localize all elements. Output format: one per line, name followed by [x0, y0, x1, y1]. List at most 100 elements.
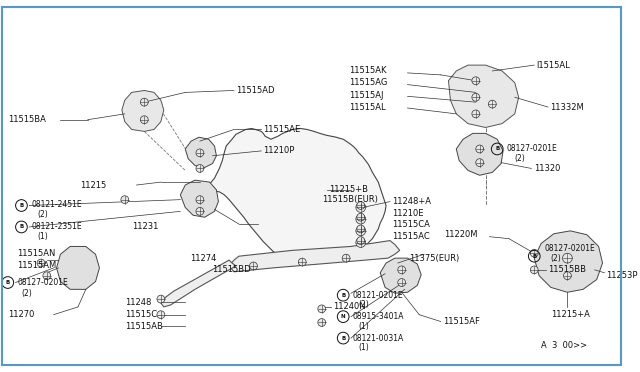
Text: (1): (1) — [359, 343, 369, 352]
Text: 11210E: 11210E — [392, 209, 424, 218]
Text: 11515C: 11515C — [125, 310, 157, 319]
Circle shape — [472, 110, 479, 118]
Circle shape — [43, 272, 51, 280]
Text: 11515AD: 11515AD — [236, 86, 275, 95]
Circle shape — [531, 266, 538, 274]
Circle shape — [398, 279, 406, 286]
Circle shape — [157, 311, 164, 318]
Text: 08127-0201E: 08127-0201E — [544, 244, 595, 253]
Text: 11515AF: 11515AF — [443, 317, 479, 326]
Text: 08121-2451E: 08121-2451E — [31, 200, 82, 209]
Circle shape — [357, 202, 365, 209]
Text: 11515BB: 11515BB — [548, 265, 586, 274]
Text: 11515AG: 11515AG — [349, 78, 387, 87]
Text: 11240N: 11240N — [333, 302, 366, 311]
Polygon shape — [161, 260, 236, 307]
Text: 11515B(EUR): 11515B(EUR) — [322, 195, 378, 204]
Text: B: B — [341, 336, 346, 341]
Polygon shape — [185, 137, 216, 167]
Text: B: B — [495, 147, 499, 151]
Text: 08127-0201E: 08127-0201E — [17, 278, 68, 287]
Polygon shape — [199, 128, 386, 264]
Text: 11515AM: 11515AM — [17, 262, 57, 270]
Text: 11320: 11320 — [534, 164, 561, 173]
Text: 08121-0031A: 08121-0031A — [353, 334, 404, 343]
Text: 11215+B: 11215+B — [330, 185, 369, 195]
Text: 11215+A: 11215+A — [551, 310, 589, 319]
Polygon shape — [56, 246, 99, 289]
Text: 11332M: 11332M — [550, 103, 584, 112]
Text: (2): (2) — [359, 301, 369, 310]
Circle shape — [250, 262, 257, 270]
Text: B: B — [341, 293, 346, 298]
Text: 11270: 11270 — [8, 310, 34, 319]
Text: 11274: 11274 — [190, 254, 216, 263]
Text: 11515CA: 11515CA — [392, 221, 430, 230]
Text: 11215: 11215 — [80, 180, 106, 189]
Text: 11515AE: 11515AE — [263, 125, 301, 134]
Text: 11515AJ: 11515AJ — [349, 91, 383, 100]
Circle shape — [196, 149, 204, 157]
Circle shape — [488, 100, 496, 108]
Polygon shape — [229, 241, 400, 272]
Text: 11248+A: 11248+A — [392, 197, 431, 206]
Circle shape — [196, 164, 204, 172]
Circle shape — [140, 116, 148, 124]
Polygon shape — [534, 231, 602, 292]
Polygon shape — [456, 133, 503, 175]
Circle shape — [356, 238, 365, 247]
Text: B: B — [19, 203, 24, 208]
Text: 11375(EUR): 11375(EUR) — [410, 254, 460, 263]
Circle shape — [318, 318, 326, 326]
Circle shape — [140, 98, 148, 106]
Text: N: N — [341, 314, 346, 319]
Circle shape — [357, 225, 365, 233]
Text: 11515AL: 11515AL — [349, 103, 386, 112]
Circle shape — [476, 159, 484, 167]
Text: 11515AB: 11515AB — [125, 322, 163, 331]
Polygon shape — [380, 258, 421, 293]
Text: (2): (2) — [551, 254, 561, 263]
Text: 11515BA: 11515BA — [8, 115, 45, 124]
Text: B: B — [19, 224, 24, 230]
Polygon shape — [180, 180, 218, 217]
Circle shape — [563, 253, 572, 263]
Text: 08915-3401A: 08915-3401A — [353, 312, 404, 321]
Circle shape — [356, 226, 365, 236]
Text: (2): (2) — [515, 154, 525, 163]
Circle shape — [531, 249, 538, 257]
Circle shape — [356, 203, 365, 212]
Circle shape — [342, 254, 350, 262]
Circle shape — [196, 208, 204, 215]
Text: (1): (1) — [37, 232, 48, 241]
Circle shape — [196, 196, 204, 203]
Polygon shape — [122, 90, 164, 131]
Circle shape — [318, 305, 326, 313]
Text: 08121-2351E: 08121-2351E — [31, 222, 82, 231]
Circle shape — [356, 214, 365, 224]
Circle shape — [357, 213, 365, 221]
Text: B: B — [6, 280, 10, 285]
Text: 11210P: 11210P — [263, 147, 294, 155]
Text: 11515AC: 11515AC — [392, 232, 429, 241]
Text: 08127-0201E: 08127-0201E — [507, 144, 557, 154]
Text: 08121-0201E: 08121-0201E — [353, 291, 404, 300]
Text: (2): (2) — [37, 210, 48, 219]
Circle shape — [357, 237, 365, 244]
Text: B: B — [532, 254, 536, 259]
Text: (2): (2) — [22, 289, 32, 298]
Circle shape — [398, 266, 406, 274]
Circle shape — [298, 258, 306, 266]
Text: 11515AK: 11515AK — [349, 67, 387, 76]
Circle shape — [37, 259, 45, 267]
Text: (1): (1) — [359, 322, 369, 331]
Text: 11253P: 11253P — [607, 271, 638, 280]
Polygon shape — [449, 65, 518, 128]
Text: 11220M: 11220M — [444, 230, 477, 239]
Circle shape — [157, 295, 164, 303]
Text: 11515AN: 11515AN — [17, 249, 56, 258]
Text: l1515AL: l1515AL — [536, 61, 570, 70]
Circle shape — [563, 272, 572, 280]
Text: 11515BD: 11515BD — [212, 265, 251, 274]
Text: 11231: 11231 — [132, 222, 158, 231]
